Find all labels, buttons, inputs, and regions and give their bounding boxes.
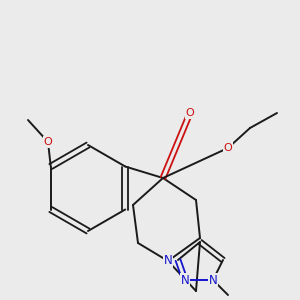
Text: O: O — [44, 137, 52, 147]
Text: N: N — [164, 254, 172, 268]
Text: O: O — [186, 108, 194, 118]
Text: O: O — [224, 143, 232, 153]
Text: N: N — [208, 274, 217, 286]
Text: N: N — [181, 274, 189, 286]
